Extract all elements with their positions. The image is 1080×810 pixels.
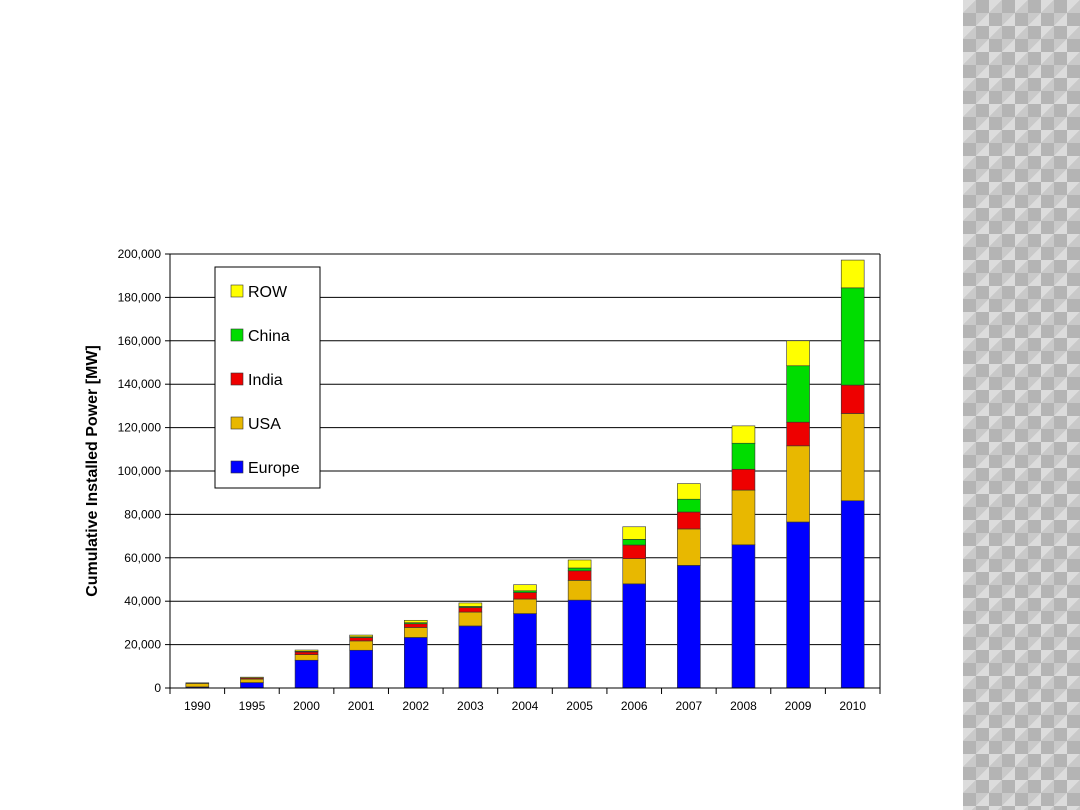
- bar-segment-row-1990: [185, 682, 210, 684]
- y-tick-label: 0: [154, 681, 161, 695]
- bar-segment-europe-2001: [349, 649, 373, 689]
- legend-swatch-europe: [230, 460, 244, 474]
- bar-segment-india-2002: [403, 623, 428, 628]
- y-axis-label: Cumulative Installed Power [MW]: [84, 345, 101, 597]
- bar-segment-china-2007: [677, 498, 701, 513]
- bar-segment-europe-2004: [513, 613, 537, 689]
- legend-swatch-china: [230, 328, 244, 342]
- bar-segment-europe-2006: [622, 583, 646, 689]
- bar-segment-china-2010: [840, 287, 865, 386]
- x-tick-label: 2003: [457, 699, 484, 713]
- y-tick-label: 80,000: [124, 507, 161, 521]
- legend-swatch-usa: [230, 416, 244, 430]
- legend-label-usa: USA: [248, 416, 281, 433]
- x-tick-label: 2004: [512, 699, 539, 713]
- y-tick-label: 140,000: [118, 377, 162, 391]
- bar-segment-usa-2006: [622, 558, 646, 585]
- x-tick-label: 2000: [293, 699, 320, 713]
- bar-segment-india-2009: [786, 421, 810, 447]
- x-tick-label: 2006: [621, 699, 648, 713]
- bar-segment-row-1995: [240, 676, 264, 679]
- bar-segment-china-2009: [786, 365, 810, 423]
- x-tick-label: 2010: [839, 699, 866, 713]
- bar-segment-row-2006: [622, 526, 646, 540]
- bar-segment-india-2007: [677, 511, 701, 530]
- bar-segment-row-2001: [349, 634, 373, 638]
- legend-label-europe: Europe: [248, 460, 300, 477]
- x-tick-label: 2001: [348, 699, 375, 713]
- legend-swatch-india: [230, 372, 244, 386]
- y-tick-label: 120,000: [118, 421, 162, 435]
- x-tick-label: 2002: [402, 699, 429, 713]
- bar-segment-usa-2009: [786, 445, 810, 523]
- y-tick-label: 60,000: [124, 551, 161, 565]
- bar-segment-europe-2005: [567, 599, 592, 689]
- y-tick-label: 40,000: [124, 594, 161, 608]
- bar-segment-europe-2008: [731, 544, 756, 689]
- bar-segment-usa-2007: [677, 528, 701, 566]
- legend-label-india: India: [248, 372, 283, 389]
- y-tick-label: 200,000: [118, 247, 162, 261]
- bar-segment-row-2002: [403, 619, 428, 623]
- bar-segment-india-2006: [622, 544, 646, 559]
- bar-segment-usa-2008: [731, 489, 756, 546]
- bar-segment-row-2004: [513, 584, 537, 592]
- axes: [165, 253, 881, 694]
- bar-segment-india-2004: [513, 592, 537, 600]
- bar-segment-europe-2009: [786, 521, 810, 689]
- bar-segment-usa-1995: [240, 678, 264, 683]
- bar-segment-row-2010: [840, 259, 865, 289]
- x-tick-labels: 1990 1995 2000 2001 2002 2003 2004 2005 2006 2007…: [184, 699, 866, 713]
- bar-segment-europe-2002: [403, 637, 428, 689]
- bar-segment-europe-1995: [240, 682, 264, 689]
- legend-label-row: ROW: [248, 284, 288, 301]
- y-tick-label: 100,000: [118, 464, 162, 478]
- bar-segment-usa-2002: [403, 627, 428, 638]
- bar-segment-row-2005: [567, 559, 592, 569]
- y-tick-label: 180,000: [118, 290, 162, 304]
- bar-segment-usa-2001: [349, 640, 373, 651]
- bar-segment-europe-2003: [458, 625, 483, 689]
- bar-segment-usa-1990: [185, 683, 210, 688]
- legend-swatch-row: [230, 284, 244, 298]
- bar-segment-india-2010: [840, 384, 865, 414]
- x-tick-label: 2005: [566, 699, 593, 713]
- legend-label-china: China: [248, 328, 290, 345]
- bar-segment-europe-2007: [677, 565, 701, 689]
- x-tick-label: 1995: [239, 699, 266, 713]
- y-tick-labels: 0 20,000 40,000 60,000 80,000 100,000 120,000 1…: [118, 247, 162, 695]
- bar-segment-row-2007: [677, 483, 701, 500]
- bar-segment-india-2000: [294, 651, 319, 655]
- bar-segment-india-2005: [567, 570, 592, 581]
- x-tick-label: 2007: [675, 699, 702, 713]
- bar-segment-europe-2010: [840, 500, 865, 689]
- grid-lines: [170, 253, 880, 646]
- bar-segment-usa-2004: [513, 598, 537, 614]
- legend: ROW China India USA Europe: [214, 266, 321, 489]
- bar-segment-row-2008: [731, 425, 756, 444]
- bar-segment-usa-2010: [840, 413, 865, 502]
- x-tick-label: 1990: [184, 699, 211, 713]
- x-tick-label: 2009: [785, 699, 812, 713]
- bar-segment-china-2006: [622, 539, 646, 546]
- bar-segment-usa-2005: [567, 580, 592, 601]
- x-tick-label: 2008: [730, 699, 757, 713]
- bar-segment-china-2008: [731, 442, 756, 470]
- bar-segment-india-2003: [458, 607, 483, 613]
- bars-group: [185, 259, 865, 689]
- bar-segment-row-2000: [294, 649, 319, 652]
- bar-segment-usa-2003: [458, 611, 483, 627]
- y-tick-label: 20,000: [124, 638, 161, 652]
- bar-segment-india-2001: [349, 637, 373, 642]
- bar-segment-row-2003: [458, 602, 483, 607]
- bar-segment-china-2005: [567, 567, 592, 572]
- decorative-side-panel: [963, 0, 1080, 810]
- bar-segment-usa-2000: [294, 654, 319, 661]
- y-tick-label: 160,000: [118, 334, 162, 348]
- bar-segment-row-2009: [786, 340, 810, 367]
- bar-segment-india-2008: [731, 468, 756, 491]
- bar-segment-europe-2000: [294, 659, 319, 689]
